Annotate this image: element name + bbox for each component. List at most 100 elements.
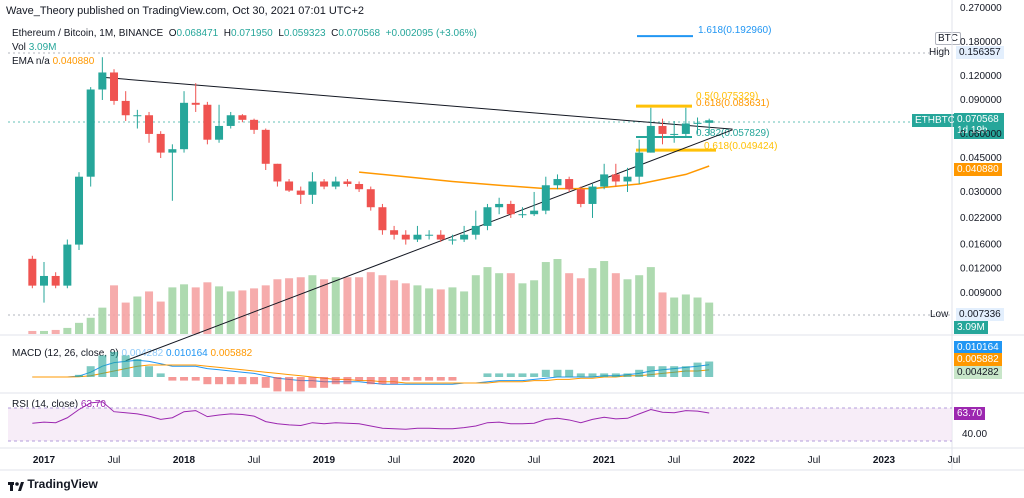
candle-body <box>541 185 550 211</box>
candle-body <box>611 174 620 182</box>
macd-hist-bar <box>355 377 364 381</box>
candle-body <box>168 149 177 153</box>
candle-body <box>121 100 130 116</box>
candle-body <box>331 181 340 187</box>
volume-bar <box>250 288 259 334</box>
volume-bar <box>425 288 434 334</box>
macd-hist-bar <box>401 377 410 381</box>
time-tick-label: 2017 <box>33 455 56 466</box>
macd-hist-bar <box>658 366 667 377</box>
candle-body <box>658 125 667 134</box>
volume-bar <box>121 302 130 334</box>
macd-hist-bar <box>296 377 305 392</box>
rsi-axis-tag: 63.70 <box>954 407 986 420</box>
time-axis: 2017 Jul 2018 Jul 2019 Jul 2020 Jul 2021 Jul 2022 J… <box>33 455 961 466</box>
candle-body <box>40 275 48 286</box>
candle-body <box>530 210 539 215</box>
volume-bar <box>168 287 177 334</box>
volume-bar <box>86 317 95 334</box>
macd-hist-bar <box>425 377 434 381</box>
volume-bar <box>366 272 375 334</box>
price-tick-label: 0.180000 <box>960 37 1002 48</box>
candle-body <box>308 181 317 195</box>
macd-axis-tag: 0.010164 <box>954 341 1002 354</box>
ema-polyline <box>359 165 710 190</box>
open-value: 0.068471 <box>176 28 219 39</box>
trendline-upper <box>102 76 733 130</box>
ema-param: n/a <box>35 56 50 67</box>
countdown-value: 1d 19h <box>957 125 988 136</box>
volume-bar <box>145 291 154 334</box>
ema-legend: EMA n/a 0.040880 <box>12 56 94 67</box>
ema-label: EMA <box>12 56 34 67</box>
price-tick-label: 0.016000 <box>960 240 1002 251</box>
macd-hist-bar <box>180 377 189 381</box>
high-price-tag: 0.156357 <box>956 46 1004 59</box>
time-tick-label: Jul <box>248 455 261 466</box>
macd-hist-bar <box>238 377 247 385</box>
price-tick-label: 0.045000 <box>960 153 1002 164</box>
candle-body <box>623 176 632 182</box>
volume-bar <box>308 275 317 334</box>
price-tick-label: 0.012000 <box>960 264 1002 275</box>
rsi-label: RSI (14, close) <box>12 399 79 410</box>
volume-bar <box>261 285 270 334</box>
macd-signal-value: 0.005882 <box>210 348 253 359</box>
volume-bar <box>75 322 84 334</box>
macd-hist-bar <box>203 377 212 385</box>
candle-body <box>413 234 422 240</box>
candle-body <box>460 234 469 240</box>
macd-hist-bar <box>331 377 340 385</box>
volume-bar <box>133 296 142 334</box>
volume-bar <box>203 282 212 334</box>
tradingview-brand[interactable]: TradingView <box>8 477 98 491</box>
volume-bars <box>28 259 714 334</box>
volume-bar <box>401 283 410 334</box>
candle-body <box>600 174 609 187</box>
price-tick-label: 0.009000 <box>960 288 1002 299</box>
candle-body <box>28 258 37 286</box>
time-tick-label: 2022 <box>733 455 756 466</box>
unit-label: BTC <box>935 32 961 45</box>
candle-body <box>670 133 679 135</box>
hist-axis-tag: 0.004282 <box>954 366 1002 379</box>
candle-body <box>250 119 259 130</box>
close-value: 0.070568 <box>338 28 381 39</box>
macd-hist-bar <box>86 366 95 377</box>
macd-line-value: 0.010164 <box>166 348 208 359</box>
rsi-tick-40: 40.00 <box>962 429 988 440</box>
macd-hist-bar <box>541 369 550 377</box>
candle-body <box>180 102 189 150</box>
macd-hist-bar <box>506 373 515 377</box>
volume-bar <box>238 290 247 334</box>
price-tick-label: 0.090000 <box>960 95 1002 106</box>
macd-hist-bar <box>705 361 714 377</box>
candle-body <box>646 125 655 153</box>
candles <box>28 57 714 303</box>
volume-bar <box>658 292 667 334</box>
macd-hist-bar <box>670 366 679 377</box>
fib-618-low-label: 0.618(0.049424) <box>704 141 778 152</box>
volume-bar <box>28 330 37 334</box>
candle-body <box>86 89 95 177</box>
high-value: 0.071950 <box>231 28 273 39</box>
candle-body <box>355 183 364 190</box>
volume-bar <box>600 261 609 334</box>
candle-body <box>145 115 154 134</box>
volume-bar <box>331 277 340 334</box>
macd-hist-bar <box>495 373 504 377</box>
candle-body <box>495 203 504 208</box>
macd-hist-bar <box>623 373 632 377</box>
time-tick-label: 2023 <box>873 455 896 466</box>
candle-body <box>366 189 375 208</box>
volume-bar <box>553 259 562 334</box>
macd-hist-bar <box>121 355 130 377</box>
volume-bar <box>576 278 585 334</box>
volume-bar <box>273 279 282 334</box>
candle-body <box>378 207 387 231</box>
change-value: +0.002095 (+3.06%) <box>385 28 477 39</box>
volume-bar <box>390 280 399 334</box>
candle-body <box>483 207 492 226</box>
volume-bar <box>378 275 387 334</box>
